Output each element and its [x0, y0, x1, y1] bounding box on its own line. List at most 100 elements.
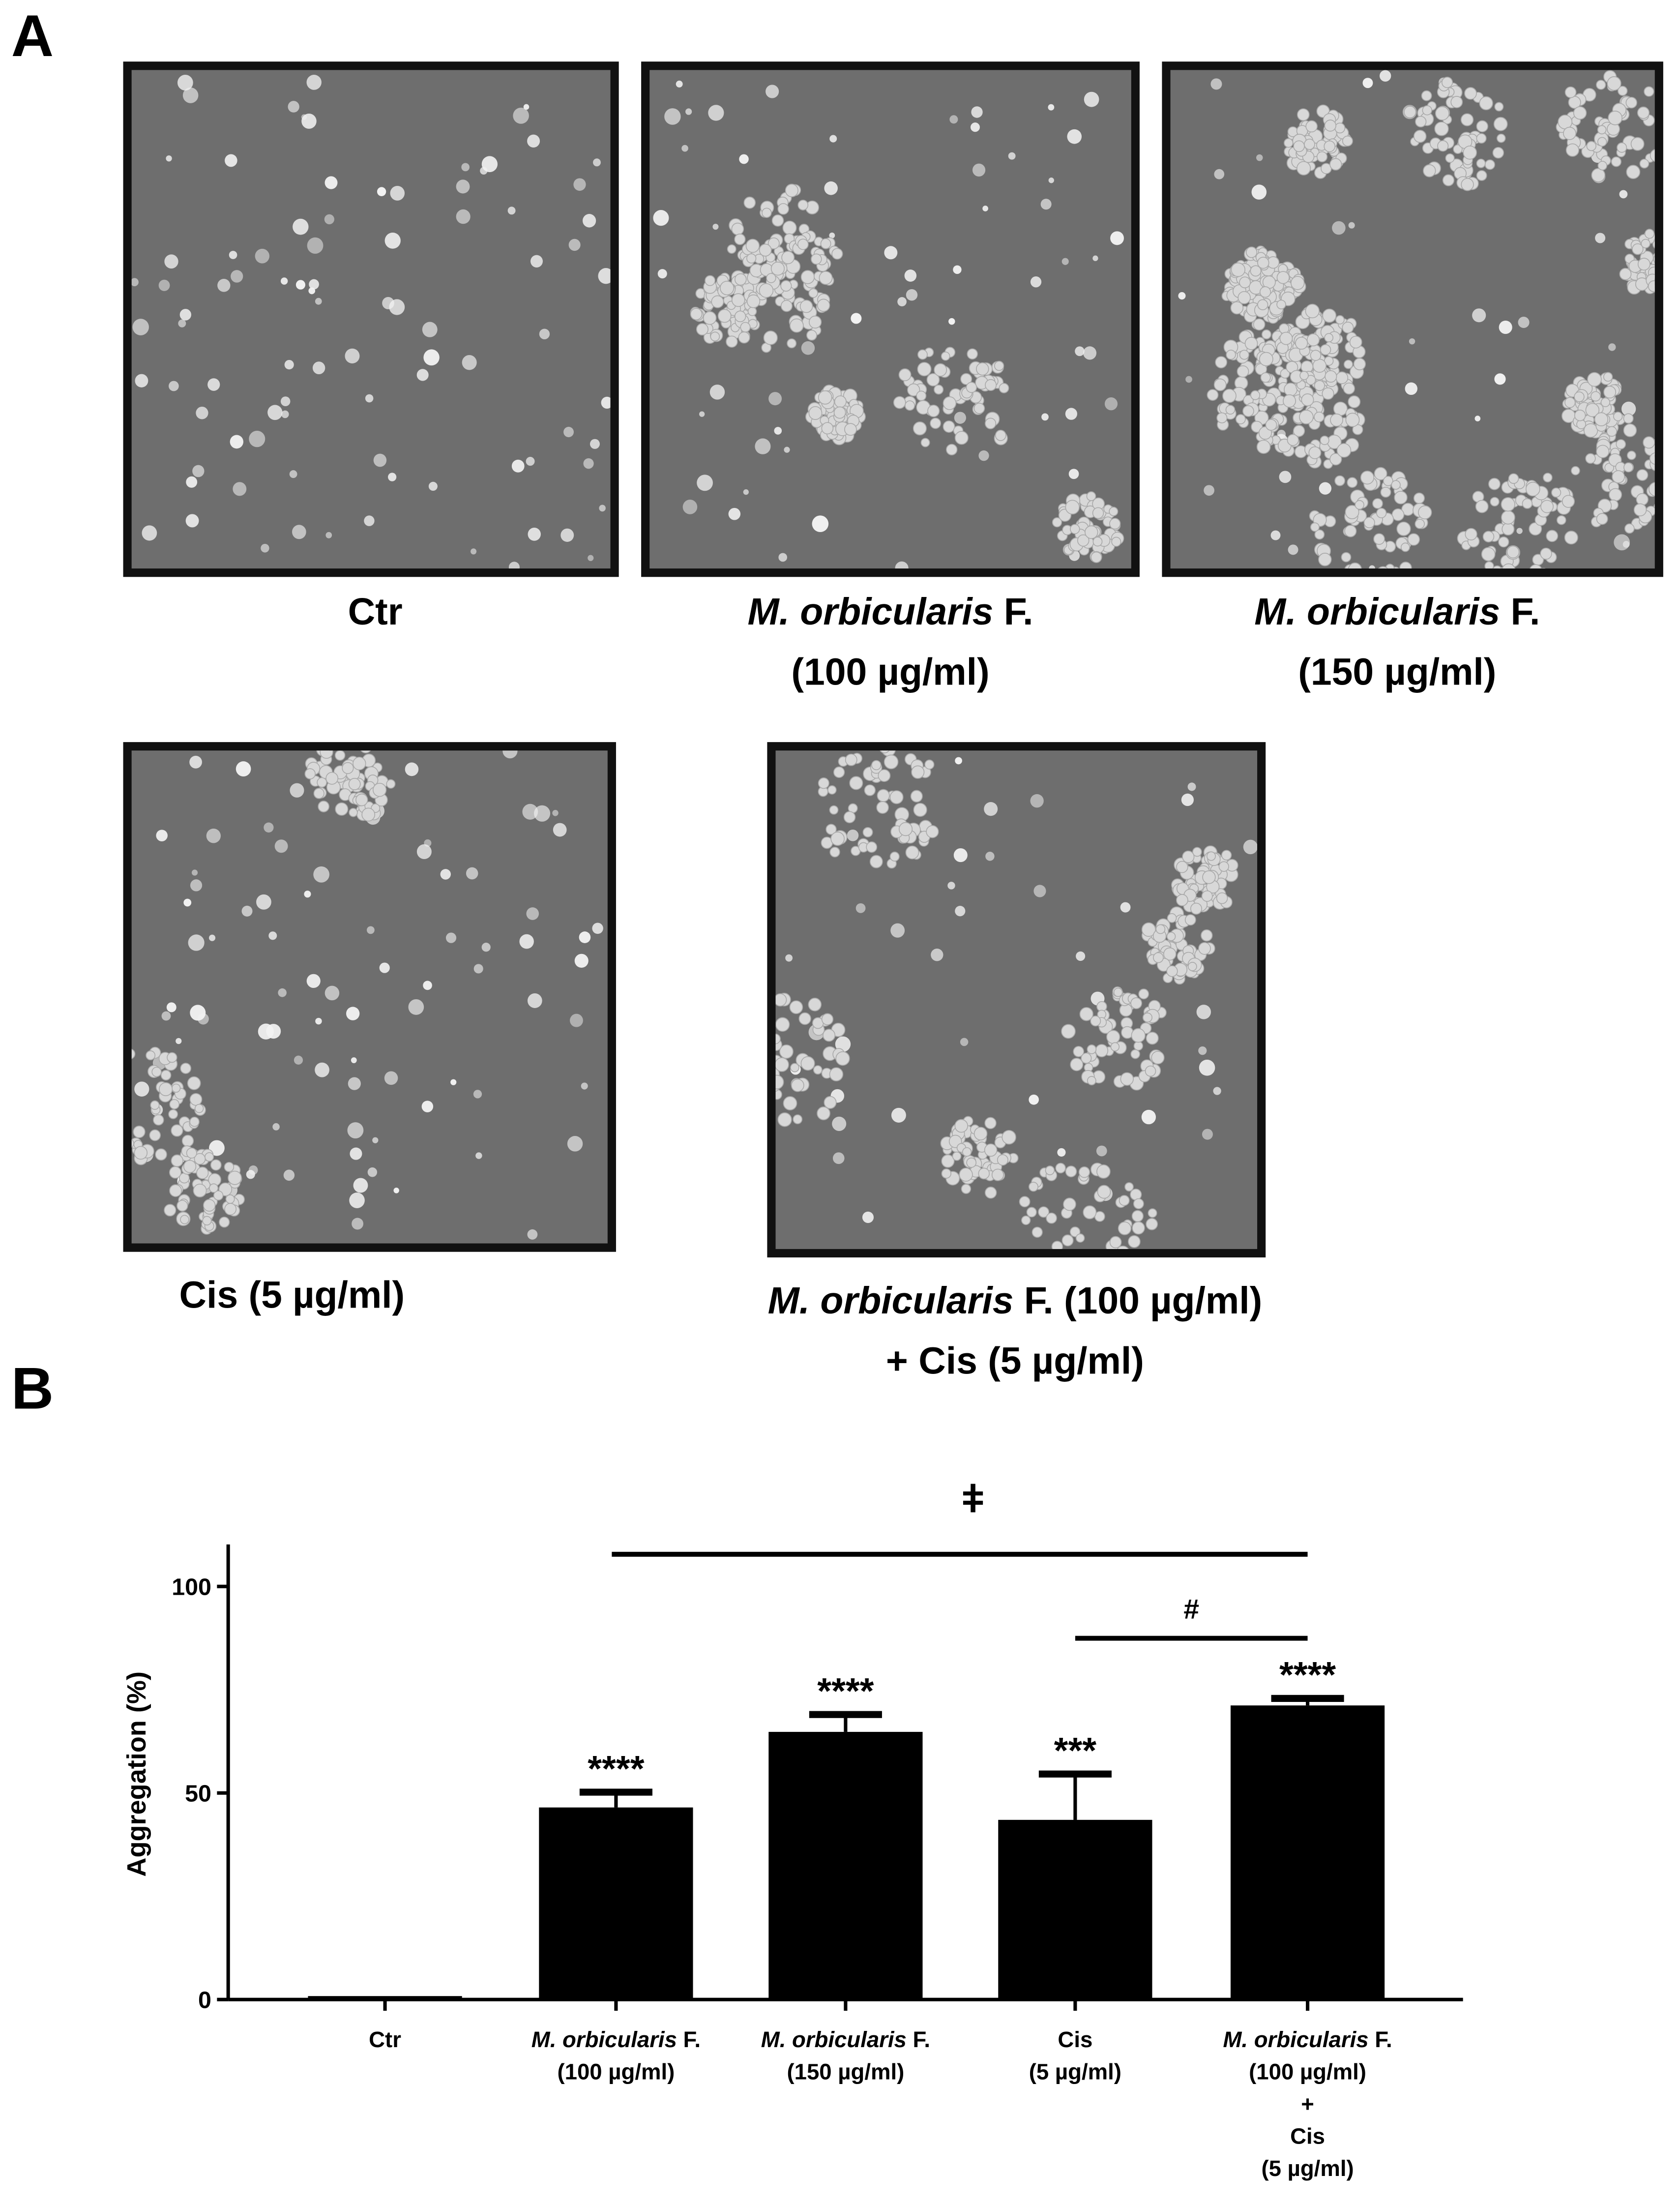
cell: [1516, 528, 1523, 534]
cell-aggregate: [907, 383, 920, 397]
cell: [1030, 794, 1044, 808]
cell-aggregate: [913, 803, 927, 817]
cell-aggregate: [1637, 258, 1651, 271]
cell: [345, 348, 360, 364]
cell: [289, 470, 297, 478]
cell: [1332, 221, 1346, 235]
cell: [350, 1147, 362, 1160]
cell-aggregate: [1551, 487, 1562, 498]
cell-aggregate: [880, 750, 890, 753]
cell-aggregate: [1590, 391, 1601, 402]
significance-label: ***: [1054, 1730, 1097, 1771]
cell-aggregate: [1019, 1196, 1031, 1208]
cell-aggregate: [171, 1124, 183, 1137]
cell-aggregate: [1391, 480, 1401, 490]
cell: [189, 755, 202, 769]
cell-aggregate: [1305, 375, 1316, 386]
cell: [306, 974, 321, 988]
x-tick-label: (100 µg/ml): [1249, 2059, 1366, 2085]
cell: [390, 185, 405, 201]
cell-aggregate: [1216, 412, 1228, 423]
cell-aggregate: [985, 379, 997, 391]
cell-aggregate: [1345, 505, 1359, 519]
cell-aggregate: [1479, 96, 1493, 111]
cell-aggregate: [1648, 482, 1655, 497]
cell-aggregate: [1648, 280, 1655, 293]
cell: [324, 214, 334, 225]
cell-aggregate: [1167, 913, 1177, 923]
cell: [906, 289, 918, 301]
cell-aggregate: [785, 183, 798, 198]
cell-aggregate: [1498, 536, 1509, 548]
cell: [513, 107, 529, 124]
cell: [134, 1081, 149, 1097]
cell: [832, 1152, 845, 1164]
cell-aggregate: [1556, 515, 1566, 525]
cell-aggregate: [1394, 491, 1408, 505]
cell-aggregate: [1574, 391, 1585, 402]
cell-aggregate: [829, 805, 839, 815]
significance-label: ****: [588, 1748, 644, 1789]
caption-dose: (100 µg/ml): [791, 651, 990, 693]
cell-aggregate: [798, 1012, 811, 1025]
cell-aggregate: [862, 827, 873, 837]
cell-aggregate: [1085, 525, 1098, 539]
cell-aggregate: [1591, 168, 1606, 182]
cell: [954, 412, 966, 424]
cell-aggregate: [830, 832, 845, 846]
cell-aggregate: [1284, 138, 1294, 148]
cell: [225, 154, 237, 167]
cell-aggregate: [1124, 1182, 1134, 1191]
cell-aggregate: [1259, 286, 1271, 298]
cell: [534, 805, 551, 822]
cell-aggregate: [797, 200, 809, 210]
cell: [1243, 839, 1258, 855]
cell-aggregate: [1092, 507, 1104, 519]
cell-aggregate: [1329, 453, 1342, 466]
cell-aggregate: [961, 1184, 972, 1194]
cell-aggregate: [1415, 116, 1427, 128]
cell-aggregate: [825, 824, 837, 835]
cell: [785, 954, 793, 962]
cell-aggregate: [355, 793, 368, 806]
cell-aggregate: [966, 1157, 977, 1168]
cell-aggregate: [1608, 111, 1622, 125]
cell-aggregate: [320, 750, 333, 759]
caption-text: Cis (5 µg/ml): [179, 1274, 405, 1316]
cell: [1518, 317, 1530, 328]
cell-aggregate: [973, 1127, 988, 1141]
cell-aggregate: [1565, 143, 1580, 157]
cell: [560, 528, 574, 542]
cell-aggregate: [1476, 158, 1486, 168]
cell: [156, 830, 168, 841]
cell-aggregate: [1453, 144, 1463, 154]
cell-aggregate: [893, 396, 906, 409]
cell-aggregate: [1343, 382, 1355, 395]
caption-species: M. orbicularis: [767, 1280, 1014, 1322]
cell-aggregate: [1152, 952, 1164, 963]
cell: [428, 481, 438, 491]
cell-aggregate: [304, 768, 316, 779]
cell: [424, 839, 432, 847]
cell-aggregate: [1484, 159, 1495, 170]
cell: [1030, 276, 1042, 288]
cell: [552, 810, 559, 816]
cell: [511, 459, 525, 473]
cell-aggregate: [1190, 902, 1203, 915]
cell-aggregate: [1372, 498, 1383, 509]
cell: [1067, 129, 1082, 144]
cell-aggregate: [225, 1194, 235, 1204]
cell-aggregate: [719, 280, 735, 296]
cell-aggregate: [910, 790, 923, 803]
cell: [1198, 1046, 1207, 1055]
cell-aggregate: [1619, 268, 1632, 280]
cell: [1075, 346, 1085, 357]
cell: [884, 246, 898, 260]
caption-ctr: Ctr: [235, 583, 515, 643]
cell: [523, 104, 530, 110]
cell-aggregate: [967, 348, 978, 360]
cell: [599, 505, 606, 512]
cell: [261, 543, 269, 553]
cell-aggregate: [160, 1070, 172, 1081]
cell-aggregate: [1435, 106, 1449, 120]
